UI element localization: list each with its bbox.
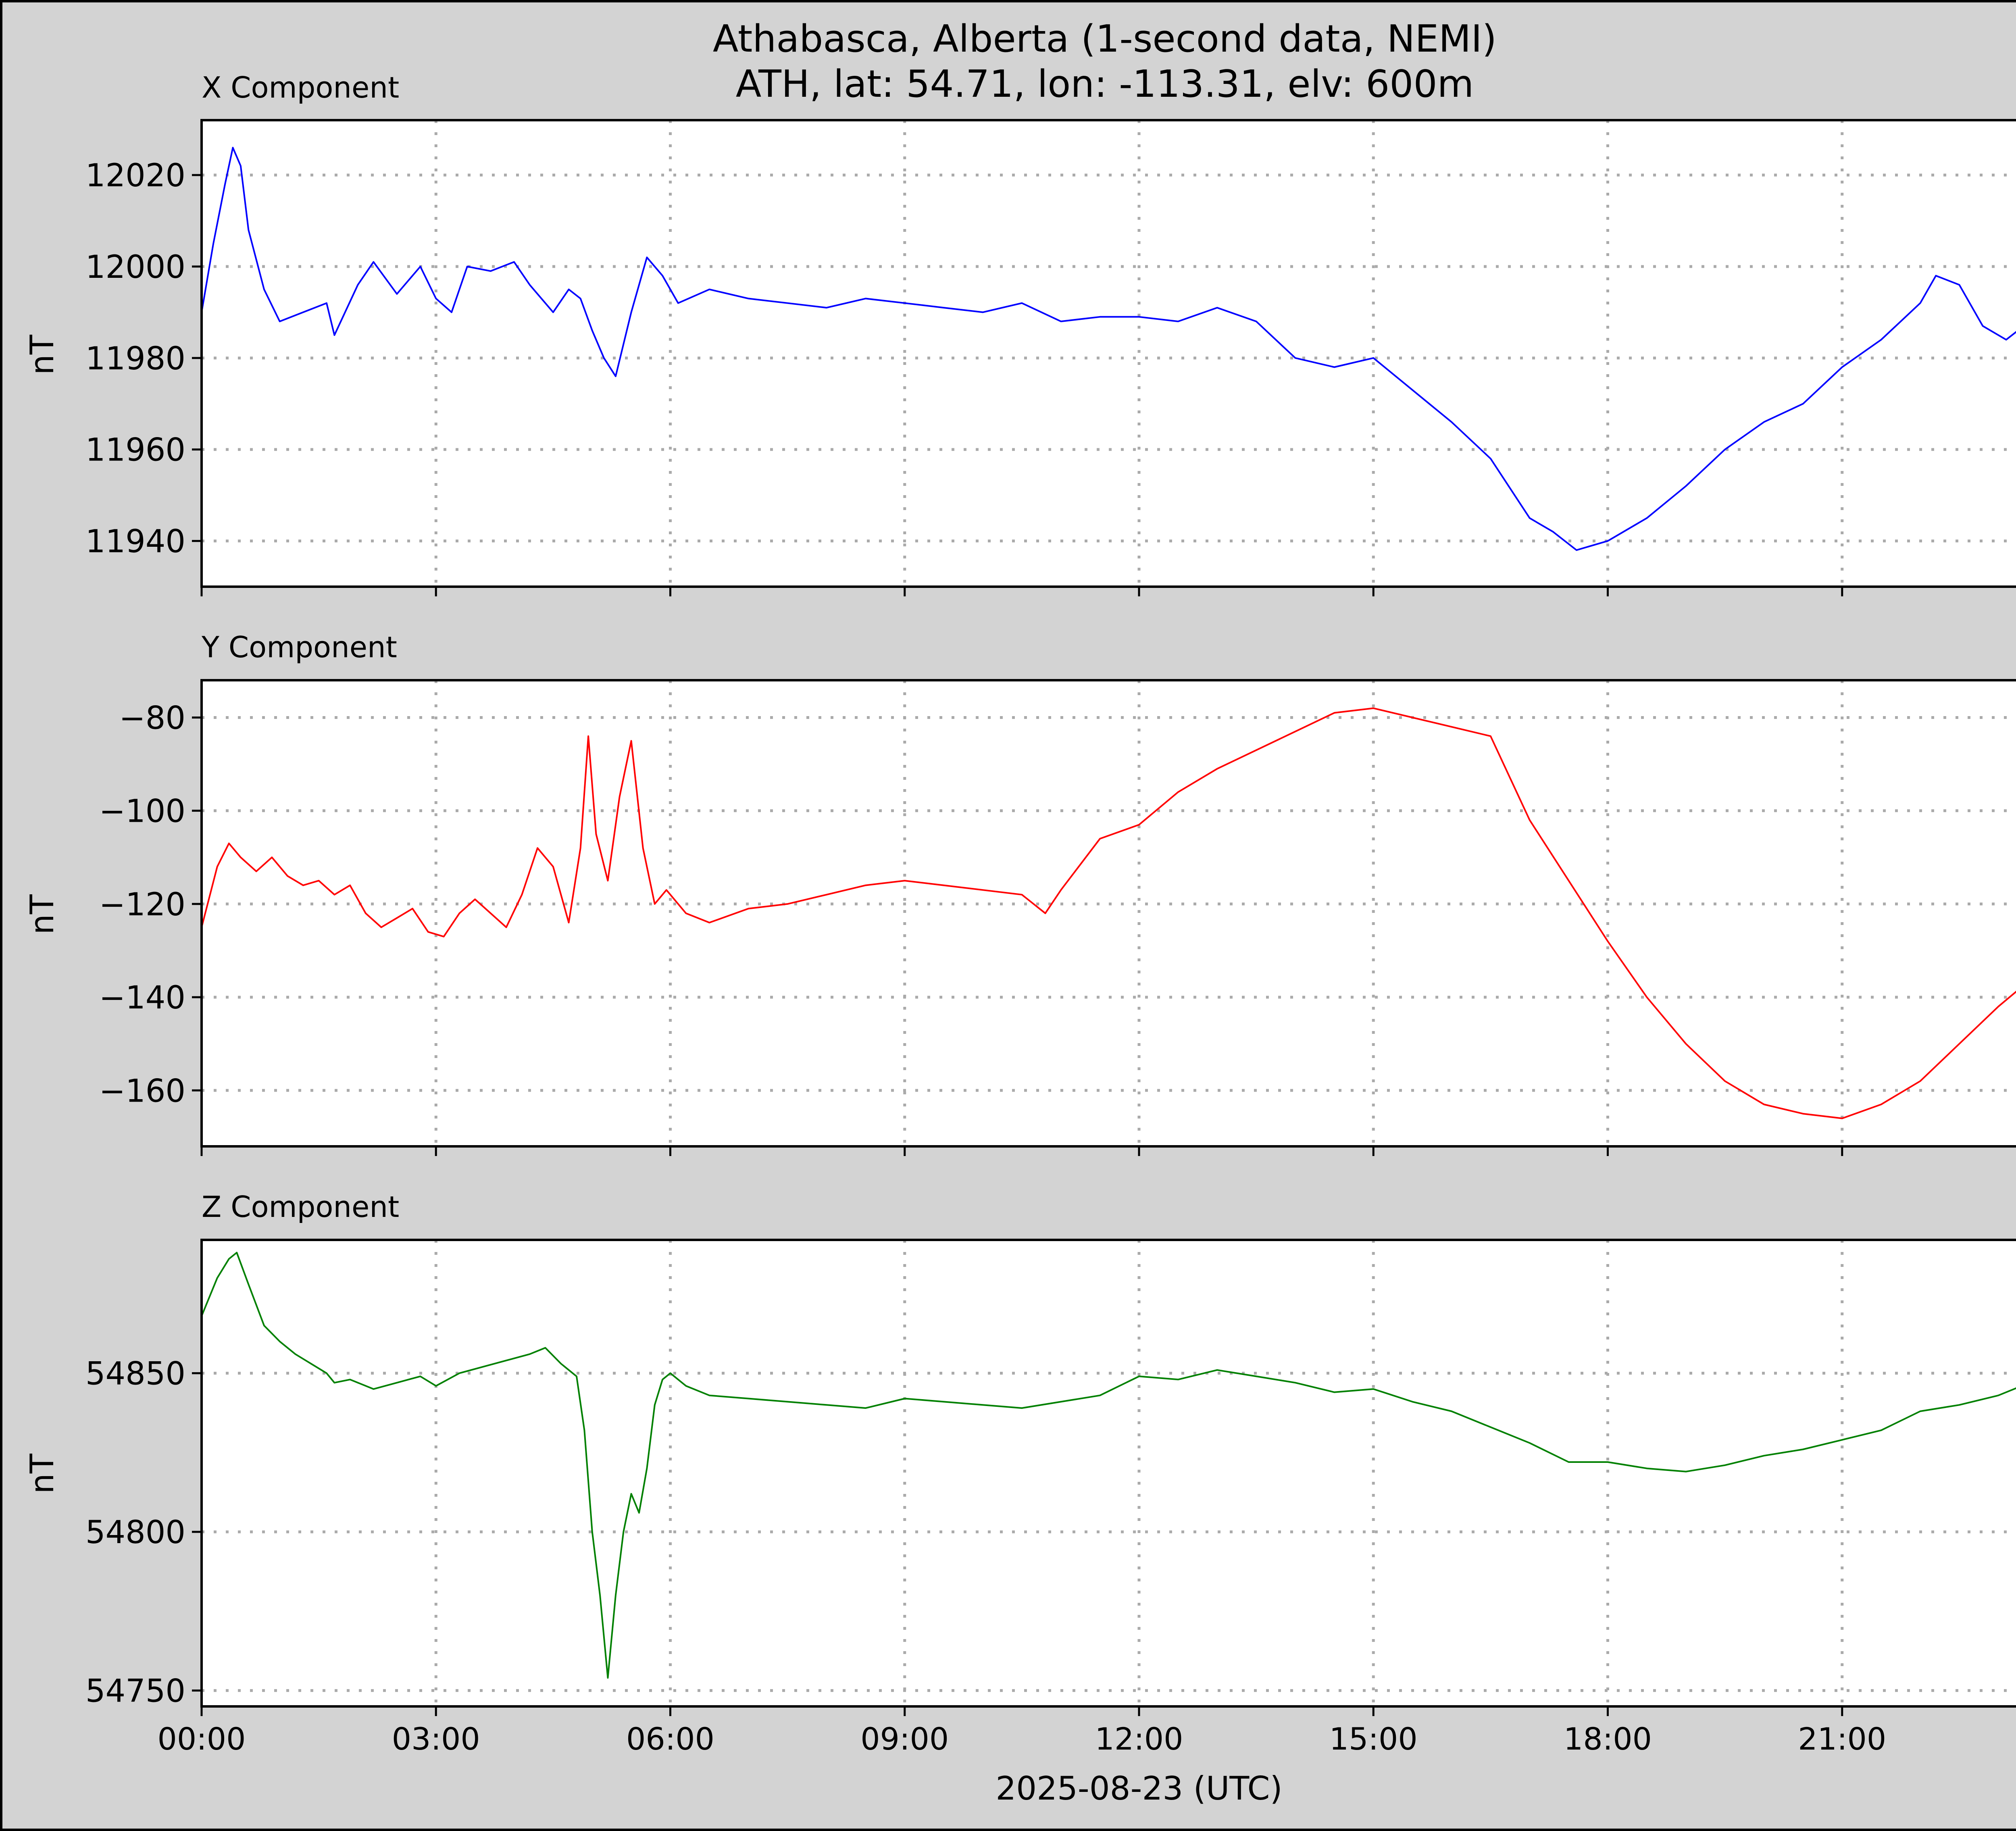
x-tick-label: 12:00 [1095, 1721, 1183, 1757]
y-component-panel: Y Component nT −80 −100 −120 −140 −160 [23, 630, 2016, 1156]
y-component-y-tick-label: −100 [99, 794, 185, 830]
x-tick-label: 09:00 [860, 1721, 949, 1757]
x-tick-labels: 00:00 03:00 06:00 09:00 12:00 15:00 18:00 21:00 [157, 1721, 1886, 1757]
x-component-panel: X Component nT 11940 11960 11980 12000 12020 [23, 71, 2016, 596]
z-component-panel: Z Component nT 54750 54800 54850 [23, 1190, 2016, 1716]
y-component-axes-frame [200, 679, 2016, 1148]
x-tick-label: 06:00 [626, 1721, 714, 1757]
x-component-y-tick-label: 11980 [85, 341, 185, 377]
y-component-series-line [201, 707, 2016, 1119]
y-component-y-tick-label: −140 [99, 980, 185, 1016]
x-component-y-tick-label: 11960 [85, 432, 185, 469]
figure-title-line1: Athabasca, Alberta (1-second data, NEMI) [713, 17, 1497, 60]
y-component-y-tick-label: −120 [99, 887, 185, 923]
z-component-series-line [201, 1252, 2016, 1679]
z-component-title: Z Component [202, 1190, 399, 1224]
x-tick-label: 21:00 [1798, 1721, 1886, 1757]
x-component-plot-area [202, 120, 2016, 587]
z-component-plot-area [202, 1240, 2016, 1706]
z-component-y-tick-label: 54750 [85, 1673, 185, 1710]
y-component-plot-area [202, 680, 2016, 1146]
y-component-y-tick-label: −80 [119, 700, 185, 736]
x-component-axes-frame [200, 119, 2016, 588]
x-tick-label: 00:00 [157, 1721, 246, 1757]
x-tick-label: 03:00 [392, 1721, 480, 1757]
y-component-ylabel: nT [23, 894, 61, 935]
z-component-axes-frame [200, 1239, 2016, 1708]
y-component-title: Y Component [201, 630, 397, 664]
x-component-series-line [201, 147, 2016, 551]
x-tick-label: 15:00 [1329, 1721, 1418, 1757]
x-axis-label: 2025-08-23 (UTC) [996, 1770, 1282, 1807]
x-component-title: X Component [202, 71, 399, 104]
x-component-y-tick-label: 12020 [85, 158, 185, 194]
x-tick-label: 18:00 [1564, 1721, 1652, 1757]
x-component-y-tick-label: 11940 [85, 524, 185, 560]
y-component-y-tick-label: −160 [99, 1073, 185, 1109]
x-component-y-tick-label: 12000 [85, 249, 185, 285]
z-component-ylabel: nT [23, 1453, 61, 1494]
z-component-y-tick-label: 54850 [85, 1356, 185, 1392]
x-component-ylabel: nT [23, 334, 61, 375]
z-component-y-tick-label: 54800 [85, 1514, 185, 1551]
figure-title-line2: ATH, lat: 54.71, lon: -113.31, elv: 600m [736, 62, 1474, 106]
